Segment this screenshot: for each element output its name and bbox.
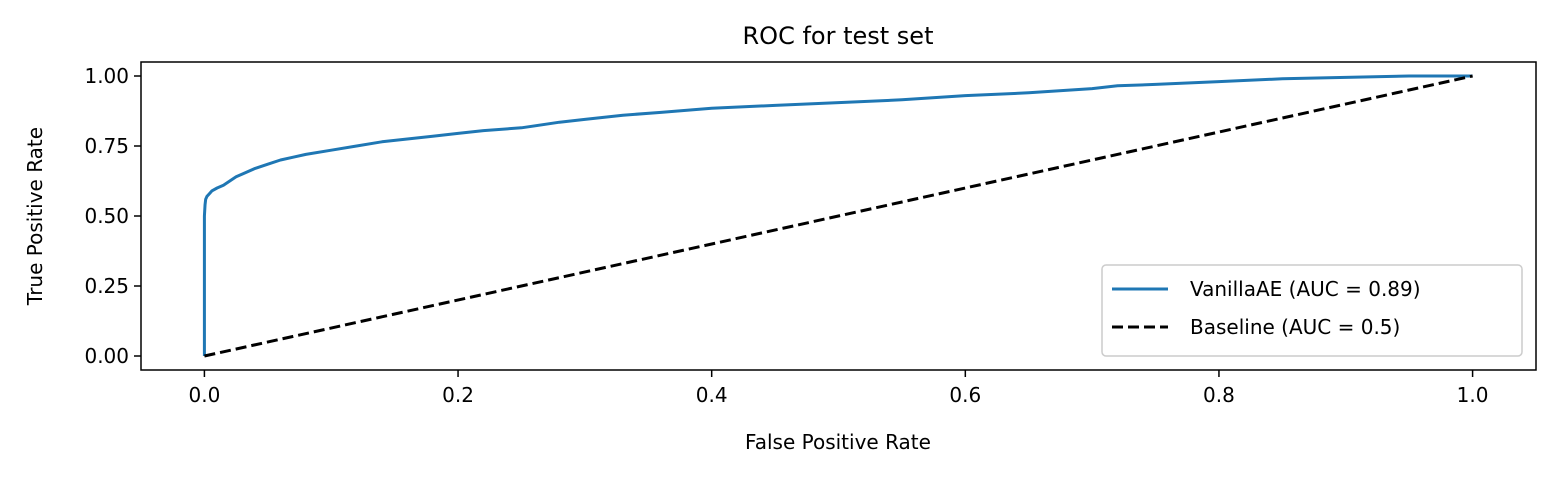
y-tick-label: 0.50 (84, 204, 129, 228)
x-tick-label: 1.0 (1457, 383, 1489, 407)
x-axis-label: False Positive Rate (745, 430, 931, 454)
y-tick-label: 1.00 (84, 64, 129, 88)
legend: VanillaAE (AUC = 0.89) Baseline (AUC = 0.… (1101, 264, 1523, 357)
x-tick-label: 0.6 (949, 383, 981, 407)
x-tick-label: 0.2 (442, 383, 474, 407)
plot-area (202, 74, 1473, 358)
y-axis: 0.00 0.25 0.50 0.75 1.00 (84, 64, 141, 368)
y-tick-label: 0.75 (84, 134, 129, 158)
legend-label: VanillaAE (AUC = 0.89) (1190, 277, 1421, 301)
x-axis: 0.0 0.2 0.4 0.6 0.8 1.0 (189, 370, 1489, 407)
legend-label: Baseline (AUC = 0.5) (1190, 315, 1400, 339)
x-tick-label: 0.0 (189, 383, 221, 407)
x-tick-label: 0.8 (1203, 383, 1235, 407)
y-tick-label: 0.00 (84, 344, 129, 368)
plot-frame (140, 61, 1537, 371)
y-axis-label: True Positive Rate (23, 127, 47, 306)
y-tick-label: 0.25 (84, 274, 129, 298)
chart-title: ROC for test set (743, 22, 934, 50)
x-tick-label: 0.4 (696, 383, 728, 407)
vanillaae-roc-line (202, 74, 1473, 356)
baseline-line (204, 74, 1473, 358)
legend-box (1101, 264, 1523, 357)
